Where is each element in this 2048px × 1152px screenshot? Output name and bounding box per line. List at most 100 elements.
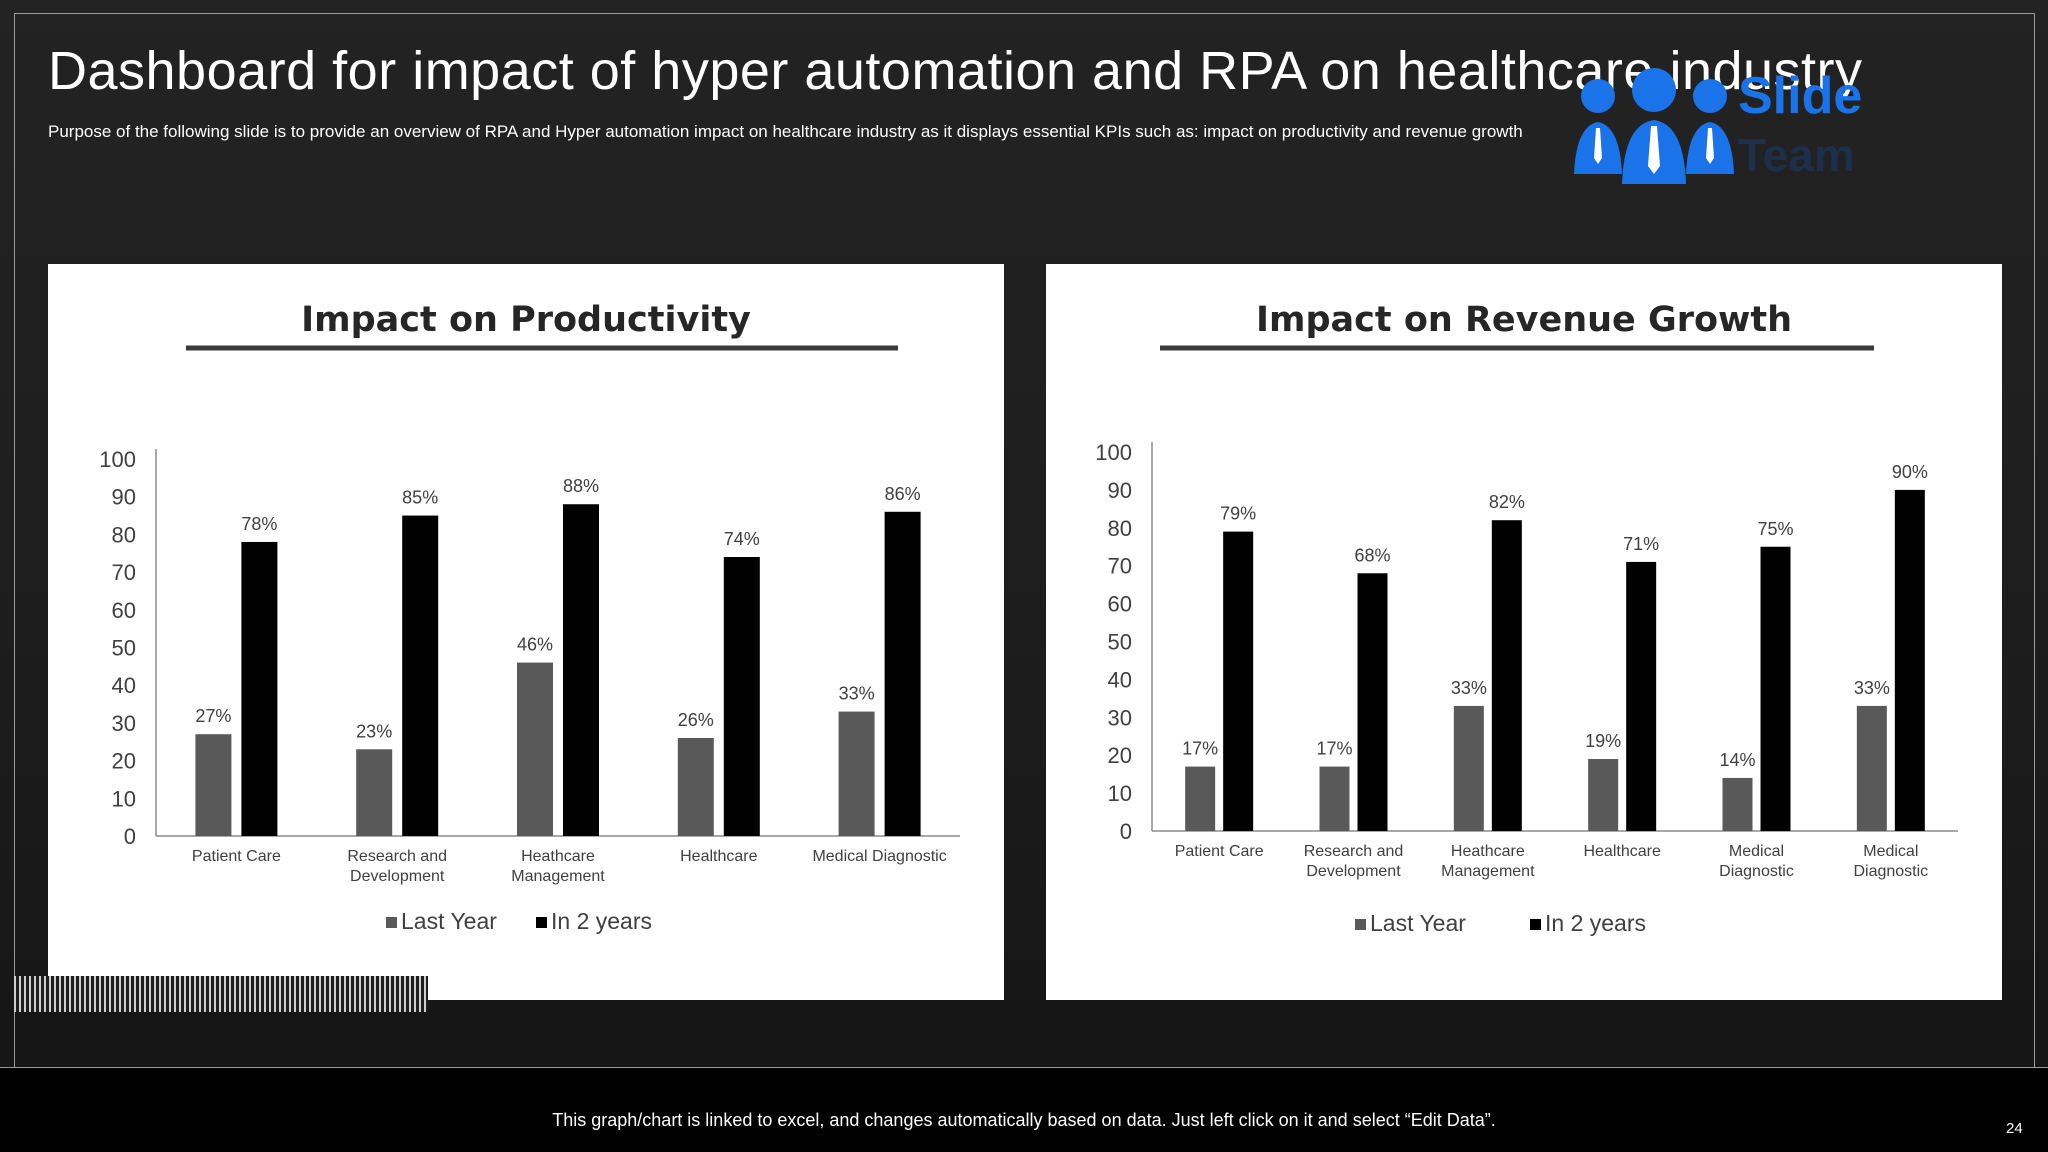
bar [1722, 777, 1753, 831]
y-tick-label: 20 [1108, 743, 1132, 768]
x-tick-label-line: Diagnostic [1853, 863, 1928, 880]
x-tick-label-line: Development [350, 868, 445, 885]
frame-right-line [2034, 13, 2035, 1067]
slide-subtitle: Purpose of the following slide is to pro… [48, 122, 1523, 141]
x-tick-label-line: Heathcare [1451, 843, 1525, 860]
x-tick-label-line: Medical Diagnostic [812, 848, 946, 865]
data-label: 19% [1585, 731, 1621, 751]
legend-swatch [1530, 919, 1541, 930]
x-tick-label-line: Research and [347, 848, 447, 865]
bar [402, 515, 439, 836]
y-tick-label: 100 [99, 447, 136, 472]
data-label: 88% [563, 476, 599, 496]
data-label: 46% [517, 635, 553, 655]
y-tick-label: 70 [1108, 554, 1132, 579]
bar [1357, 573, 1388, 831]
bar [1626, 561, 1657, 831]
data-label: 79% [1220, 504, 1256, 524]
bar [884, 511, 921, 836]
y-tick-label: 80 [1108, 516, 1132, 541]
bar [1894, 489, 1925, 831]
x-tick-label: Heathcare Management [1441, 843, 1535, 880]
productivity-chart: Impact on Productivity 0 10 20 30 40 50 60 70 80 9… [99, 300, 960, 934]
decorative-barcode [14, 976, 428, 1012]
x-tick-label: Medical Diagnostic [1719, 843, 1794, 880]
data-label: 17% [1316, 739, 1352, 759]
data-label: 74% [724, 529, 760, 549]
y-tick-label: 0 [124, 824, 136, 849]
y-tick-label: 60 [112, 598, 136, 623]
bar [356, 749, 393, 836]
bar [517, 662, 553, 836]
data-label: 82% [1489, 492, 1525, 512]
bar [1760, 546, 1791, 831]
y-tick-label: 30 [112, 711, 136, 736]
frame-bottom-line [0, 1067, 2048, 1068]
x-tick-label-line: Heathcare [521, 848, 595, 865]
x-tick-label-line: Medical [1729, 843, 1784, 860]
x-tick-label: Research and Development [1304, 843, 1404, 880]
data-label: 17% [1182, 739, 1218, 759]
legend-label: In 2 years [551, 908, 652, 934]
bar [1185, 766, 1216, 831]
legend-label: Last Year [1370, 910, 1466, 936]
page-number: 24 [2006, 1120, 2023, 1137]
data-label: 86% [885, 484, 921, 504]
x-tick-label-line: Research and [1304, 843, 1404, 860]
y-tick-label: 80 [112, 522, 136, 547]
frame-left-line [14, 13, 15, 1067]
x-tick-label: Healthcare [1583, 843, 1660, 860]
footer-band [0, 1068, 2048, 1152]
y-tick-label: 10 [112, 786, 136, 811]
bar [241, 541, 278, 836]
y-tick-label: 10 [1108, 781, 1132, 806]
data-label: 68% [1354, 545, 1390, 565]
slide-title: Dashboard for impact of hyper automation… [48, 41, 1863, 101]
bar [1856, 705, 1887, 831]
data-label: 26% [678, 710, 714, 730]
bar [1223, 531, 1254, 831]
bar [723, 557, 760, 836]
y-tick-label: 40 [1108, 667, 1132, 692]
legend-swatch [386, 917, 397, 928]
y-tick-label: 90 [1108, 478, 1132, 503]
x-tick-label: Medical Diagnostic [1853, 843, 1928, 880]
data-label: 33% [1854, 678, 1890, 698]
footer-note: This graph/chart is linked to excel, and… [552, 1110, 1496, 1130]
x-tick-label: Patient Care [192, 848, 281, 865]
logo-word-slide: Slide [1738, 67, 1863, 125]
bar [1491, 520, 1522, 831]
data-label: 27% [195, 706, 231, 726]
x-tick-label: Research and Development [347, 848, 447, 885]
x-tick-label: Healthcare [680, 848, 757, 865]
data-label: 85% [402, 488, 438, 508]
x-tick-label: Heathcare Management [511, 848, 605, 885]
y-tick-label: 60 [1108, 592, 1132, 617]
data-label: 75% [1757, 519, 1793, 539]
bar [1453, 705, 1484, 831]
people-group-icon [1574, 68, 1734, 184]
revenue-growth-chart: Impact on Revenue Growth 0 10 20 30 40 50 60 70 8… [1095, 300, 1958, 936]
legend-label: In 2 years [1545, 910, 1646, 936]
y-tick-label: 70 [112, 560, 136, 585]
data-label: 33% [839, 684, 875, 704]
x-tick-label-line: Medical [1863, 843, 1918, 860]
legend-swatch [1355, 919, 1366, 930]
x-tick-label-line: Patient Care [192, 848, 281, 865]
y-tick-label: 90 [112, 485, 136, 510]
y-tick-label: 30 [1108, 705, 1132, 730]
logo-word-team: Team [1738, 129, 1855, 181]
chart-title: Impact on Revenue Growth [1256, 300, 1792, 340]
bar [677, 737, 714, 836]
bar [1588, 758, 1619, 831]
legend-label: Last Year [401, 908, 497, 934]
y-tick-label: 40 [112, 673, 136, 698]
productivity-chart-panel: Impact on Productivity 0 10 20 30 40 50 60 70 80 9… [48, 264, 1004, 1000]
y-tick-label: 50 [112, 636, 136, 661]
x-tick-label-line: Diagnostic [1719, 863, 1794, 880]
legend-swatch [536, 917, 547, 928]
chart-title: Impact on Productivity [301, 300, 751, 340]
x-tick-label-line: Management [1441, 863, 1535, 880]
y-tick-label: 0 [1120, 819, 1132, 844]
